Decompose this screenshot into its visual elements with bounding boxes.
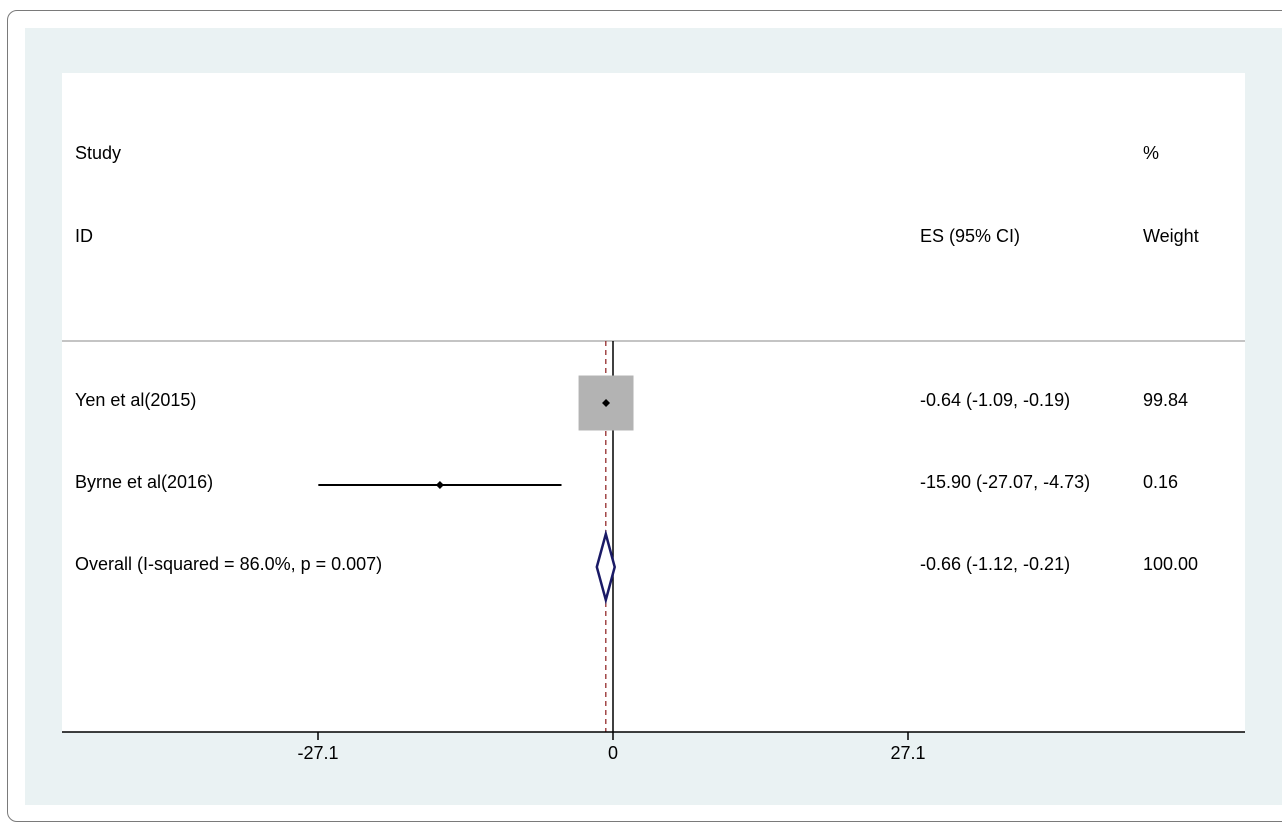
header-id: ID — [75, 226, 93, 246]
point-estimate — [435, 481, 444, 489]
study-es-ci: -0.64 (-1.09, -0.19) — [920, 390, 1070, 410]
overall-label: Overall (I-squared = 86.0%, p = 0.007) — [75, 554, 382, 574]
study-row-2: Byrne et al(2016) -15.90 (-27.07, -4.73)… — [75, 472, 1178, 492]
x-tick-label: 27.1 — [890, 743, 925, 763]
overall-weight: 100.00 — [1143, 554, 1198, 574]
overall-diamond — [595, 529, 617, 605]
header-weight-percent: % — [1143, 143, 1159, 163]
x-tick-label: 0 — [608, 743, 618, 763]
header-weight: Weight — [1143, 226, 1199, 246]
header-es: ES (95% CI) — [920, 226, 1020, 246]
study-label: Byrne et al(2016) — [75, 472, 213, 492]
header-study: Study — [75, 143, 121, 163]
study-weight: 99.84 — [1143, 390, 1188, 410]
overall-row: Overall (I-squared = 86.0%, p = 0.007) -… — [75, 529, 1198, 605]
overall-es-ci: -0.66 (-1.12, -0.21) — [920, 554, 1070, 574]
forest-plot: Study ID ES (95% CI) % Weight Yen et al(… — [62, 143, 1245, 763]
study-es-ci: -15.90 (-27.07, -4.73) — [920, 472, 1090, 492]
study-weight: 0.16 — [1143, 472, 1178, 492]
study-row-1: Yen et al(2015) -0.64 (-1.09, -0.19) 99.… — [75, 375, 1188, 431]
plot-region — [62, 73, 1245, 732]
x-axis-ticks: -27.1 0 27.1 — [297, 732, 926, 763]
study-label: Yen et al(2015) — [75, 390, 196, 410]
point-estimate — [602, 399, 611, 407]
x-tick-label: -27.1 — [297, 743, 338, 763]
